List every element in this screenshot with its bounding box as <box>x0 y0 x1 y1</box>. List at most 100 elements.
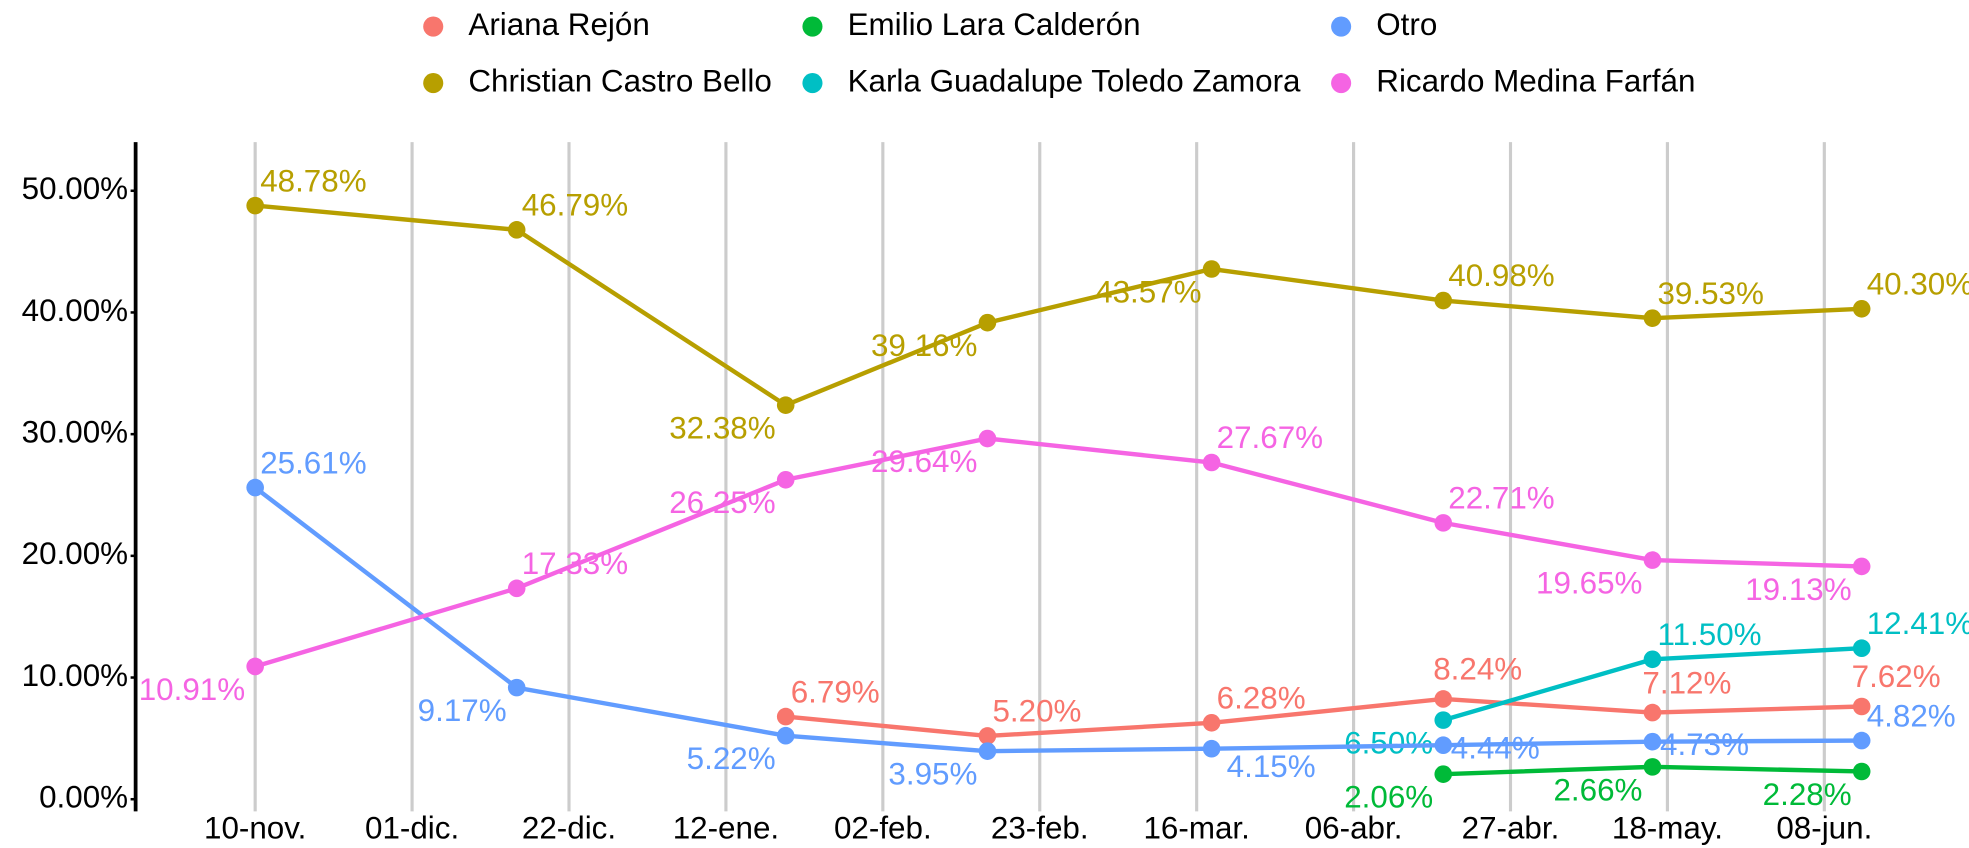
legend-marker <box>423 16 444 37</box>
data-label: 6.50% <box>1344 726 1433 761</box>
data-point <box>1434 291 1453 310</box>
data-point <box>1852 731 1871 750</box>
x-tick-label: 22-dic. <box>522 811 616 846</box>
data-label: 25.61% <box>260 445 366 480</box>
series-line <box>785 696 1862 739</box>
y-tick-label: 20.00% <box>22 536 128 571</box>
data-point <box>776 396 795 414</box>
data-point <box>1202 714 1221 732</box>
legend-marker <box>802 73 823 94</box>
data-point <box>507 221 526 239</box>
data-label: 22.71% <box>1448 481 1554 516</box>
legend-label: Emilio Lara Calderón <box>848 7 1141 42</box>
legend-label: Ricardo Medina Farfán <box>1376 63 1695 98</box>
x-tick-label: 27-abr. <box>1462 811 1560 846</box>
legend-label: Christian Castro Bello <box>468 63 771 98</box>
data-label: 4.73% <box>1660 727 1749 762</box>
data-label: 7.12% <box>1642 665 1731 700</box>
data-label: 5.20% <box>992 694 1081 729</box>
data-label: 40.30% <box>1867 266 1969 301</box>
data-label: 4.15% <box>1227 749 1316 784</box>
data-point <box>776 470 795 489</box>
series-line <box>254 436 1862 669</box>
legend-label: Ariana Rejón <box>468 7 649 42</box>
data-label: 29.64% <box>871 444 977 479</box>
data-label: 46.79% <box>522 188 628 223</box>
data-label: 8.24% <box>1433 652 1522 687</box>
data-label: 40.98% <box>1448 258 1554 293</box>
data-point <box>1202 260 1221 278</box>
y-tick-label: 10.00% <box>22 658 128 693</box>
data-point <box>1434 711 1453 729</box>
data-point <box>1643 551 1662 569</box>
legend-marker <box>1331 73 1352 94</box>
data-point <box>507 678 526 697</box>
data-point <box>246 478 264 497</box>
data-label: 12.41% <box>1867 606 1969 641</box>
legend-label: Otro <box>1376 7 1437 42</box>
data-label: 4.44% <box>1451 731 1540 766</box>
x-tick-label: 12-ene. <box>673 811 779 846</box>
x-tick-label: 23-feb. <box>991 811 1089 846</box>
data-point <box>1434 736 1453 754</box>
data-point <box>978 429 997 448</box>
data-point <box>1434 514 1453 532</box>
data-label: 26.25% <box>669 485 775 520</box>
y-tick-label: 50.00% <box>22 171 128 206</box>
data-point <box>1643 758 1662 776</box>
data-point <box>978 313 997 332</box>
data-label: 48.78% <box>260 163 366 198</box>
data-label: 27.67% <box>1217 420 1323 455</box>
data-point <box>776 707 795 726</box>
data-label: 17.33% <box>522 546 628 581</box>
data-point <box>1643 309 1662 327</box>
legend-marker <box>423 73 444 94</box>
x-tick-label: 18-may. <box>1612 811 1723 846</box>
data-point <box>1852 762 1871 781</box>
data-label: 39.16% <box>871 328 977 363</box>
data-label: 2.66% <box>1553 772 1642 807</box>
data-point <box>1852 300 1871 318</box>
data-label: 43.57% <box>1095 274 1201 309</box>
x-tick-label: 10-nov. <box>204 811 306 846</box>
data-point <box>1643 732 1662 751</box>
data-point <box>246 196 264 215</box>
data-point <box>1852 697 1871 716</box>
data-label: 19.65% <box>1536 566 1642 601</box>
data-point <box>1434 690 1453 708</box>
x-tick-label: 08-jun. <box>1776 811 1872 846</box>
data-point <box>1643 650 1662 669</box>
x-tick-label: 01-dic. <box>365 811 459 846</box>
data-point <box>1202 453 1221 472</box>
data-label: 7.62% <box>1852 659 1941 694</box>
y-tick-label: 40.00% <box>22 293 128 328</box>
x-tick-label: 06-abr. <box>1305 811 1403 846</box>
data-label: 9.17% <box>418 693 507 728</box>
legend-marker <box>802 16 823 37</box>
data-label: 4.82% <box>1867 698 1956 733</box>
series-line <box>254 203 1862 408</box>
data-label: 5.22% <box>687 741 776 776</box>
data-label: 19.13% <box>1745 572 1851 607</box>
x-tick-label: 16-mar. <box>1143 811 1249 846</box>
data-label: 2.28% <box>1763 777 1852 812</box>
data-label: 2.06% <box>1344 780 1433 815</box>
data-point <box>1643 703 1662 722</box>
y-tick-label: 0.00% <box>39 780 128 815</box>
data-label: 11.50% <box>1657 617 1761 652</box>
x-tick-label: 02-feb. <box>834 811 932 846</box>
data-label: 3.95% <box>888 757 977 792</box>
data-point <box>978 727 997 745</box>
data-label: 32.38% <box>669 411 775 446</box>
data-label: 6.79% <box>791 674 880 709</box>
data-point <box>1434 765 1453 783</box>
data-label: 6.28% <box>1217 680 1306 715</box>
data-label: 39.53% <box>1657 276 1763 311</box>
data-label: 10.91% <box>139 672 245 707</box>
data-point <box>978 742 997 760</box>
series-line <box>253 485 1862 754</box>
data-point <box>1852 557 1871 576</box>
data-point <box>1852 639 1871 657</box>
